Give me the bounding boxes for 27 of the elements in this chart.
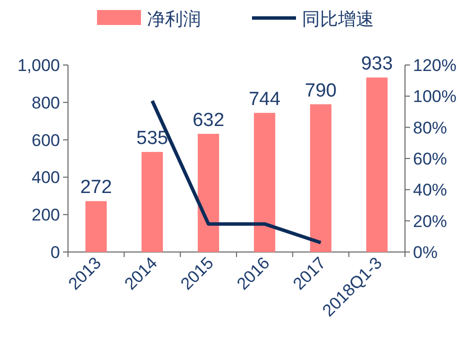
data-label: 272 bbox=[80, 177, 112, 198]
y-tick-label: 0 bbox=[50, 243, 60, 262]
legend-label: 净利润 bbox=[147, 9, 201, 29]
y2-tick-label: 100% bbox=[413, 87, 456, 106]
data-label: 933 bbox=[361, 54, 393, 75]
legend-label: 同比增速 bbox=[302, 9, 374, 29]
y-tick-label: 400 bbox=[32, 168, 60, 188]
bar bbox=[366, 78, 388, 252]
y2-tick-label: 60% bbox=[413, 150, 448, 168]
y-tick-label: 600 bbox=[32, 130, 60, 150]
y2-tick-label: 40% bbox=[413, 180, 448, 200]
bar bbox=[142, 152, 163, 252]
y2-tick-label: 120% bbox=[413, 56, 456, 75]
y-tick-label: 1,000 bbox=[17, 56, 60, 75]
data-label: 744 bbox=[248, 88, 281, 110]
bar bbox=[310, 104, 332, 252]
y-tick-label: 800 bbox=[32, 93, 60, 112]
data-label: 632 bbox=[192, 110, 224, 131]
bar bbox=[198, 134, 220, 252]
y2-tick-label: 0% bbox=[413, 243, 438, 262]
y2-tick-label: 20% bbox=[413, 212, 448, 231]
y-tick-label: 200 bbox=[32, 206, 60, 225]
bar bbox=[254, 112, 276, 252]
bar bbox=[85, 201, 107, 252]
data-label: 790 bbox=[304, 80, 337, 102]
data-label: 535 bbox=[136, 128, 168, 149]
y2-tick-label: 80% bbox=[413, 118, 448, 138]
